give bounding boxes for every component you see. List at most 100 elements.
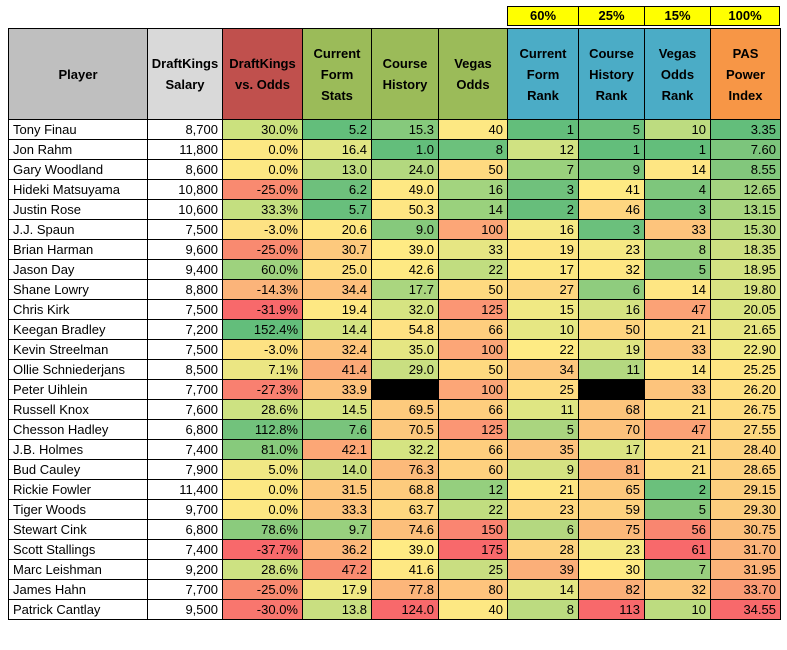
course-history-cell: 39.0 [371, 539, 439, 560]
vs-odds-cell: 112.8% [222, 419, 303, 440]
pas-index-cell: 31.95 [710, 559, 781, 580]
player-name: Scott Stallings [8, 539, 148, 560]
form-rank-cell: 15 [507, 299, 579, 320]
salary-cell: 8,800 [147, 279, 223, 300]
table-row: Kevin Streelman 7,500 -3.0% 32.4 35.0 100 22 19… [8, 339, 781, 360]
pas-index-cell: 30.75 [710, 519, 781, 540]
vs-odds-cell: 30.0% [222, 119, 303, 140]
table-row: Chris Kirk 7,500 -31.9% 19.4 32.0 125 15 16 47 20… [8, 299, 781, 320]
vegas-odds-cell: 66 [438, 439, 508, 460]
weight-total: 100% [710, 6, 780, 26]
vs-odds-cell: 60.0% [222, 259, 303, 280]
table-row: Bud Cauley 7,900 5.0% 14.0 76.3 60 9 81 21 28.65 [8, 459, 781, 480]
pas-index-cell: 8.55 [710, 159, 781, 180]
form-stats-cell: 34.4 [302, 279, 372, 300]
form-stats-cell: 14.5 [302, 399, 372, 420]
table-row: Rickie Fowler 11,400 0.0% 31.5 68.8 12 21 65 2 29… [8, 479, 781, 500]
table-row: Gary Woodland 8,600 0.0% 13.0 24.0 50 7 9 14 8.55 [8, 159, 781, 180]
history-rank-cell: 46 [578, 199, 645, 220]
history-rank-cell: 70 [578, 419, 645, 440]
odds-rank-cell: 4 [644, 179, 711, 200]
history-rank-cell: 30 [578, 559, 645, 580]
vegas-odds-cell: 40 [438, 119, 508, 140]
form-rank-cell: 14 [507, 579, 579, 600]
vegas-odds-cell: 50 [438, 159, 508, 180]
course-history-cell: 39.0 [371, 239, 439, 260]
header-vs-odds: DraftKings vs. Odds [222, 28, 303, 120]
vegas-odds-cell: 50 [438, 359, 508, 380]
salary-cell: 6,800 [147, 519, 223, 540]
pas-index-cell: 26.20 [710, 379, 781, 400]
vs-odds-cell: -25.0% [222, 239, 303, 260]
odds-rank-cell: 5 [644, 499, 711, 520]
odds-rank-cell: 14 [644, 279, 711, 300]
course-history-cell: 49.0 [371, 179, 439, 200]
header-vegas-odds: Vegas Odds [438, 28, 508, 120]
table-row: Shane Lowry 8,800 -14.3% 34.4 17.7 50 27 6 14 19.… [8, 279, 781, 300]
pas-index-cell: 28.40 [710, 439, 781, 460]
vegas-odds-cell: 14 [438, 199, 508, 220]
header-row: Player DraftKings Salary DraftKings vs. Od… [8, 28, 781, 120]
vegas-odds-cell: 80 [438, 579, 508, 600]
pas-index-cell: 31.70 [710, 539, 781, 560]
vegas-odds-cell: 25 [438, 559, 508, 580]
odds-rank-cell: 10 [644, 119, 711, 140]
vs-odds-cell: -3.0% [222, 219, 303, 240]
course-history-cell: 15.3 [371, 119, 439, 140]
history-rank-cell [578, 379, 645, 400]
header-odds-rank: Vegas Odds Rank [644, 28, 711, 120]
odds-rank-cell: 21 [644, 439, 711, 460]
header-salary: DraftKings Salary [147, 28, 223, 120]
player-name: J.B. Holmes [8, 439, 148, 460]
form-rank-cell: 28 [507, 539, 579, 560]
pas-index-cell: 15.30 [710, 219, 781, 240]
vegas-odds-cell: 125 [438, 419, 508, 440]
salary-cell: 7,500 [147, 339, 223, 360]
salary-cell: 7,700 [147, 379, 223, 400]
form-rank-cell: 35 [507, 439, 579, 460]
salary-cell: 9,400 [147, 259, 223, 280]
vs-odds-cell: 78.6% [222, 519, 303, 540]
spreadsheet: 60% 25% 15% 100% Player DraftKings Salary… [8, 6, 781, 646]
player-name: Russell Knox [8, 399, 148, 420]
odds-rank-cell: 5 [644, 259, 711, 280]
odds-rank-cell: 3 [644, 199, 711, 220]
pas-index-cell: 25.25 [710, 359, 781, 380]
table-row: Marc Leishman 9,200 28.6% 47.2 41.6 25 39 30 7 31… [8, 559, 781, 580]
table-row: Tony Finau 8,700 30.0% 5.2 15.3 40 1 5 10 3.35 [8, 119, 781, 140]
player-name: Chesson Hadley [8, 419, 148, 440]
form-stats-cell: 30.7 [302, 239, 372, 260]
vegas-odds-cell: 66 [438, 319, 508, 340]
vegas-odds-cell: 50 [438, 279, 508, 300]
vs-odds-cell: -31.9% [222, 299, 303, 320]
table-row: Scott Stallings 7,400 -37.7% 36.2 39.0 175 28 2… [8, 539, 781, 560]
vegas-odds-cell: 8 [438, 139, 508, 160]
salary-cell: 8,500 [147, 359, 223, 380]
vs-odds-cell: 33.3% [222, 199, 303, 220]
pas-index-cell: 7.60 [710, 139, 781, 160]
table-row: Tiger Woods 9,700 0.0% 33.3 63.7 22 23 59 5 29.30 [8, 499, 781, 520]
form-rank-cell: 22 [507, 339, 579, 360]
history-rank-cell: 41 [578, 179, 645, 200]
vs-odds-cell: 5.0% [222, 459, 303, 480]
form-rank-cell: 2 [507, 199, 579, 220]
form-rank-cell: 21 [507, 479, 579, 500]
history-rank-cell: 11 [578, 359, 645, 380]
form-stats-cell: 47.2 [302, 559, 372, 580]
odds-rank-cell: 10 [644, 599, 711, 620]
table-row: Brian Harman 9,600 -25.0% 30.7 39.0 33 19 23 8 18… [8, 239, 781, 260]
form-stats-cell: 32.4 [302, 339, 372, 360]
history-rank-cell: 16 [578, 299, 645, 320]
vegas-odds-cell: 150 [438, 519, 508, 540]
vegas-odds-cell: 22 [438, 499, 508, 520]
history-rank-cell: 65 [578, 479, 645, 500]
pas-index-cell: 26.75 [710, 399, 781, 420]
form-stats-cell: 36.2 [302, 539, 372, 560]
form-stats-cell: 17.9 [302, 579, 372, 600]
player-name: Kevin Streelman [8, 339, 148, 360]
pas-index-cell: 29.15 [710, 479, 781, 500]
history-rank-cell: 1 [578, 139, 645, 160]
form-rank-cell: 17 [507, 259, 579, 280]
vegas-odds-cell: 100 [438, 379, 508, 400]
form-rank-cell: 16 [507, 219, 579, 240]
